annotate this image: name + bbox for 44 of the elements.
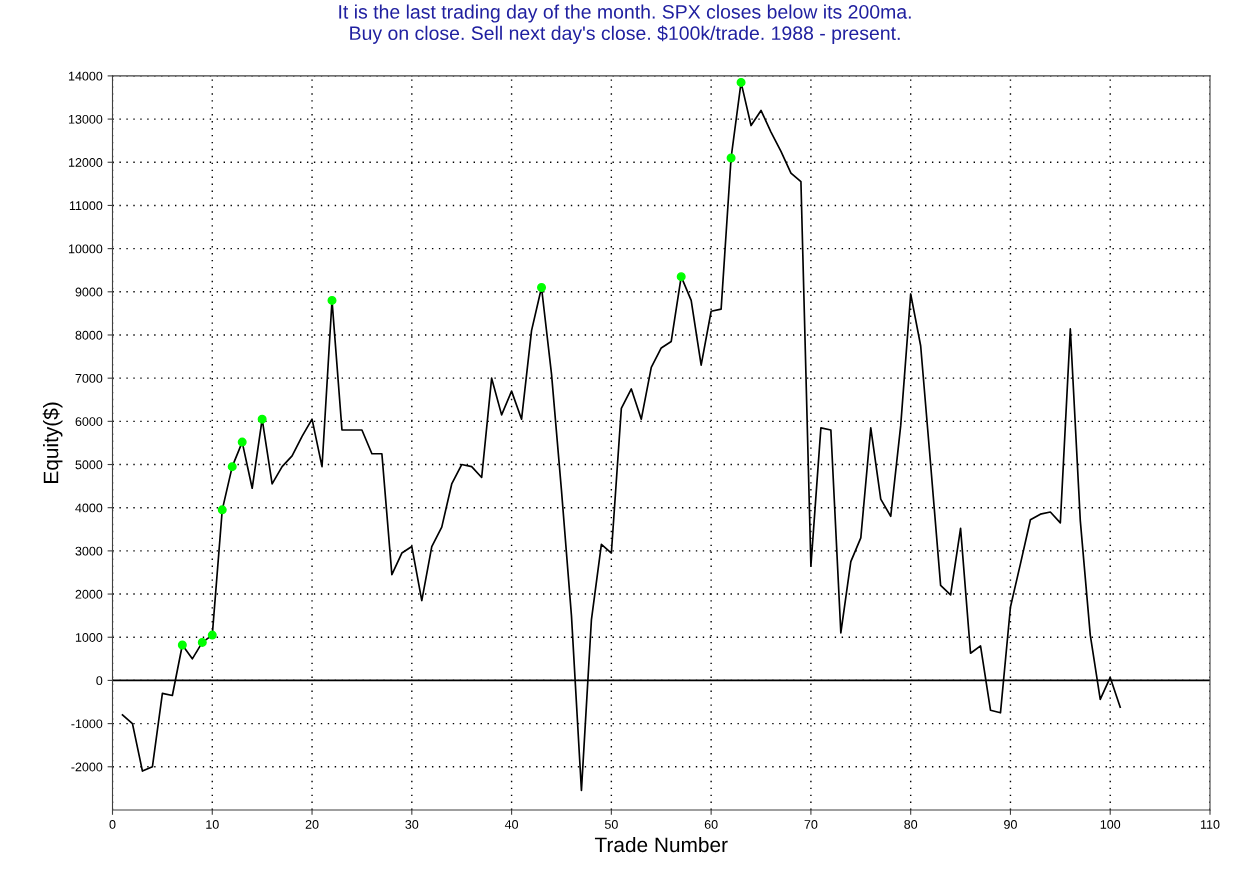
y-tick-label: 11000 (69, 201, 103, 211)
x-tick-label: 0 (109, 820, 116, 829)
y-tick-label: 0 (96, 676, 103, 686)
x-tick-label: 20 (305, 820, 319, 829)
y-tick-label: 10000 (68, 244, 103, 254)
point (217, 505, 227, 515)
y-tick-label: 14000 (68, 71, 103, 81)
point (237, 437, 247, 447)
point (327, 295, 337, 305)
y-tick-label: 8000 (75, 330, 103, 340)
y-tick-label: 4000 (75, 503, 103, 513)
point (207, 630, 217, 640)
y-tick-label: 3000 (75, 546, 103, 556)
x-tick-label: 10 (206, 820, 219, 829)
y-tick-label: 2000 (75, 589, 103, 599)
y-tick-label: 7000 (75, 373, 103, 383)
point (257, 414, 267, 424)
x-tick-label: 70 (804, 820, 818, 829)
x-tick-label: 80 (904, 820, 918, 829)
point (736, 77, 746, 87)
point (197, 637, 207, 647)
x-tick-label: 40 (504, 820, 519, 829)
x-tick-label: 60 (704, 820, 718, 829)
y-tick-label: 5000 (75, 460, 103, 470)
x-tick-label: 90 (1004, 820, 1017, 829)
y-axis-title: Equity($) (42, 402, 63, 483)
x-tick-label: 30 (405, 820, 419, 829)
x-tick-label: 50 (604, 820, 618, 829)
y-tick-label: 12000 (68, 158, 103, 167)
point (537, 282, 547, 292)
y-tick-label: 6000 (75, 417, 103, 426)
y-tick-label: 1000 (75, 633, 103, 642)
y-tick-label: 9000 (75, 287, 103, 297)
y-tick-label: -2000 (71, 762, 103, 772)
x-tick-label: 100 (1100, 820, 1121, 829)
point (177, 640, 187, 650)
chart-title: It is the last trading day of the month. SPX closes below its 200ma. Buy on close. Sell next day's close. $100k/trade. 1988 - present. (339, 4, 911, 44)
x-tick-label: 110 (1200, 820, 1220, 829)
point (676, 272, 686, 282)
y-tick-label: 13000 (68, 114, 103, 124)
point (227, 462, 237, 472)
x-axis-title: Trade Number (594, 836, 728, 853)
point (726, 153, 736, 163)
y-tick-label: -1000 (71, 719, 103, 729)
